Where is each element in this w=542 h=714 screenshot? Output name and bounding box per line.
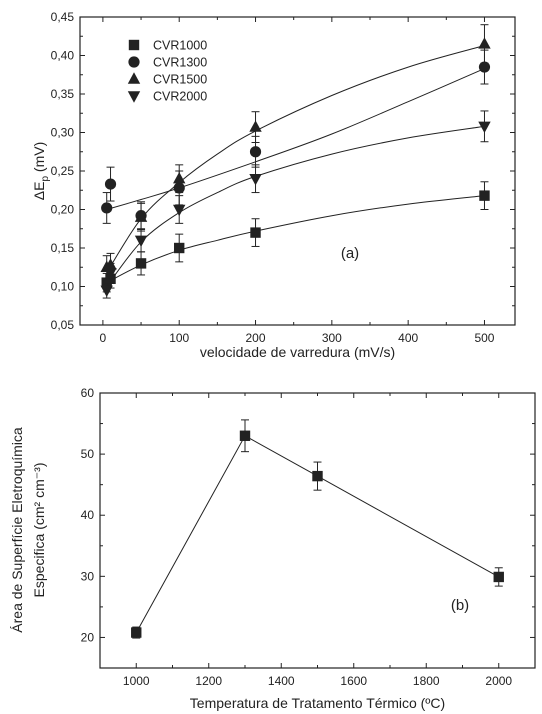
- data-point: [174, 242, 185, 254]
- series-cvr1000: [101, 181, 490, 293]
- data-point: [493, 571, 504, 583]
- fit-curve: [106, 125, 485, 287]
- legend-label: CVR1300: [153, 56, 207, 70]
- data-point: [478, 37, 491, 49]
- y-tick-label: 0,10: [51, 280, 75, 294]
- legend: CVR1000 CVR1300 CVR1500 CVR2000: [127, 39, 207, 104]
- x-tick-label: 1400: [268, 674, 295, 688]
- data-point: [131, 627, 142, 638]
- x-tick-label: 300: [322, 331, 342, 345]
- data-point: [239, 430, 251, 441]
- data-point: [134, 235, 148, 247]
- x-tick-label: 1800: [413, 674, 440, 688]
- series-cvr2000: [100, 110, 491, 299]
- legend-marker: [127, 72, 141, 84]
- chart-panel-a: 0 100 200 300 400 500 0,05 0,10 0,15 0,20 0,25 0,30…: [31, 10, 516, 360]
- data-point: [104, 267, 117, 280]
- y-tick-label: 0,40: [51, 49, 75, 63]
- x-tick-label: 0: [100, 331, 107, 345]
- fit-curve: [106, 68, 485, 210]
- y-tick-label: 20: [81, 630, 95, 644]
- data-point: [249, 146, 262, 158]
- data-point: [104, 178, 117, 190]
- x-tick-label: 1200: [195, 674, 222, 688]
- legend-label: CVR1500: [153, 73, 207, 87]
- legend-marker: [128, 56, 140, 68]
- y-axis-title-main: ΔE: [31, 182, 47, 201]
- y-axis-title-line2: Especifica (cm² cm⁻³): [31, 463, 47, 598]
- x-tick-label: 1600: [340, 674, 367, 688]
- fit-curve: [106, 45, 485, 273]
- y-tick-label: 60: [81, 386, 95, 400]
- data-point: [250, 227, 261, 238]
- y-axis-title-unit: (mV): [31, 142, 47, 176]
- x-axis-title: velocidade de varredura (mV/s): [200, 344, 395, 360]
- y-tick-label: 0,05: [51, 318, 75, 332]
- x-tick-label: 500: [474, 331, 494, 345]
- y-axis-title: ΔEp (mV): [31, 142, 51, 200]
- data-point: [249, 174, 262, 186]
- y-tick-label: 0,30: [51, 126, 75, 140]
- legend-marker: [127, 91, 141, 103]
- y-tick-label: 0,20: [51, 203, 75, 217]
- data-point: [101, 202, 113, 214]
- series-line: [135, 435, 500, 633]
- data-point: [249, 120, 262, 132]
- chart-panel-b: 1000 1200 1400 1600 1800 2000 20 30 40 50 60 Temper…: [9, 386, 536, 711]
- data-point: [100, 285, 113, 298]
- y-tick-label: 50: [81, 447, 95, 461]
- panel-label: (b): [451, 597, 469, 614]
- data-point: [479, 190, 490, 201]
- plot-frame: [79, 16, 516, 326]
- legend-marker: [128, 39, 140, 51]
- x-tick-label: 2000: [485, 674, 512, 688]
- y-tick-label: 0,25: [51, 164, 75, 178]
- data-point: [173, 172, 186, 184]
- data-point: [134, 210, 148, 222]
- y-tick-label: 0,35: [51, 87, 75, 101]
- legend-label: CVR1000: [153, 39, 207, 53]
- series-data: [131, 419, 504, 639]
- legend-label: CVR2000: [153, 90, 207, 104]
- x-tick-label: 200: [246, 331, 266, 345]
- fit-curve: [106, 195, 485, 284]
- y-tick-label: 0,45: [51, 10, 75, 24]
- y-axis-title-sub: p: [40, 176, 51, 182]
- x-tick-label: 1000: [123, 674, 150, 688]
- panel-label: (a): [341, 245, 359, 262]
- y-tick-label: 40: [81, 508, 95, 522]
- x-tick-label: 400: [398, 331, 418, 345]
- y-tick-label: 30: [81, 569, 95, 583]
- data-point: [135, 258, 147, 269]
- data-point: [312, 470, 323, 482]
- series-cvr1300: [101, 49, 491, 231]
- y-tick-label: 0,15: [51, 241, 75, 255]
- data-point: [478, 61, 491, 73]
- x-tick-label: 100: [169, 331, 189, 345]
- x-axis-title: Temperatura de Tratamento Térmico (ºC): [190, 695, 445, 711]
- data-point: [478, 121, 491, 134]
- plot-frame: [99, 392, 536, 669]
- y-axis-title-line1: Área de Superfície Eletroquímica: [9, 427, 25, 633]
- data-point: [173, 204, 186, 217]
